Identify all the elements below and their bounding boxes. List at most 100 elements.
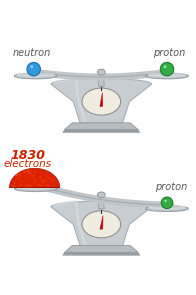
Ellipse shape [44,179,45,181]
Ellipse shape [24,172,25,173]
Ellipse shape [23,172,24,173]
Ellipse shape [38,184,40,186]
Ellipse shape [40,185,41,186]
Ellipse shape [29,181,31,183]
Ellipse shape [13,182,16,184]
Ellipse shape [30,186,32,188]
Ellipse shape [27,170,29,172]
Ellipse shape [21,180,22,181]
Ellipse shape [47,179,49,181]
Ellipse shape [50,178,52,180]
Ellipse shape [13,186,15,188]
Ellipse shape [33,178,35,180]
Ellipse shape [18,174,20,175]
Ellipse shape [42,184,43,186]
Ellipse shape [41,179,43,181]
Ellipse shape [41,177,43,179]
Ellipse shape [14,186,57,191]
Ellipse shape [146,206,188,212]
Ellipse shape [164,200,167,202]
Text: electrons: electrons [4,159,52,169]
Ellipse shape [14,73,57,79]
Ellipse shape [12,185,15,187]
Ellipse shape [31,183,33,184]
Text: 1830: 1830 [10,149,45,162]
Ellipse shape [51,185,53,186]
Polygon shape [100,92,103,106]
Ellipse shape [33,174,35,177]
Ellipse shape [34,181,36,183]
Ellipse shape [26,180,28,182]
Polygon shape [63,130,140,132]
Polygon shape [98,197,104,209]
Text: proton: proton [153,47,185,58]
Text: neutron: neutron [13,47,51,58]
Ellipse shape [24,184,26,186]
Ellipse shape [28,172,30,174]
Ellipse shape [53,179,55,181]
Ellipse shape [17,178,18,179]
Ellipse shape [18,184,19,185]
Ellipse shape [21,180,23,182]
Ellipse shape [82,88,121,115]
Ellipse shape [32,177,34,178]
Ellipse shape [32,182,33,184]
Ellipse shape [39,176,41,178]
Ellipse shape [20,185,22,186]
Ellipse shape [15,183,16,185]
Ellipse shape [46,179,48,182]
Polygon shape [10,168,60,188]
Ellipse shape [17,174,19,176]
Ellipse shape [46,185,48,186]
Ellipse shape [16,174,18,176]
Ellipse shape [17,174,19,176]
Ellipse shape [25,186,27,188]
Ellipse shape [25,172,26,173]
Ellipse shape [35,179,36,180]
Ellipse shape [30,65,33,68]
Ellipse shape [40,181,41,182]
Ellipse shape [48,177,50,179]
Text: proton: proton [155,182,187,192]
Ellipse shape [41,178,43,180]
Ellipse shape [25,177,27,178]
Ellipse shape [45,177,47,178]
Ellipse shape [49,185,50,186]
Ellipse shape [41,174,43,176]
Ellipse shape [43,179,44,181]
Ellipse shape [30,175,33,177]
Ellipse shape [48,185,49,186]
Polygon shape [63,252,140,255]
Ellipse shape [52,181,53,182]
Ellipse shape [28,185,30,187]
Ellipse shape [27,177,28,178]
Ellipse shape [27,184,28,186]
Polygon shape [51,78,152,123]
Ellipse shape [44,172,47,174]
Polygon shape [98,75,104,86]
Polygon shape [100,215,103,229]
Ellipse shape [97,69,105,75]
Ellipse shape [26,171,27,172]
Polygon shape [51,201,152,245]
Ellipse shape [45,175,47,177]
Ellipse shape [44,175,45,176]
Ellipse shape [18,186,20,188]
Ellipse shape [18,177,20,179]
Ellipse shape [27,62,40,76]
Ellipse shape [46,172,48,173]
Ellipse shape [164,65,167,68]
Polygon shape [65,245,138,252]
Ellipse shape [34,171,36,173]
Ellipse shape [19,180,20,181]
Polygon shape [65,123,138,130]
Ellipse shape [30,170,32,171]
Ellipse shape [146,73,188,79]
Ellipse shape [82,211,121,238]
Ellipse shape [44,174,45,176]
Ellipse shape [97,192,105,198]
Ellipse shape [160,62,174,76]
Ellipse shape [19,173,21,175]
Ellipse shape [33,173,34,174]
Ellipse shape [161,197,173,209]
